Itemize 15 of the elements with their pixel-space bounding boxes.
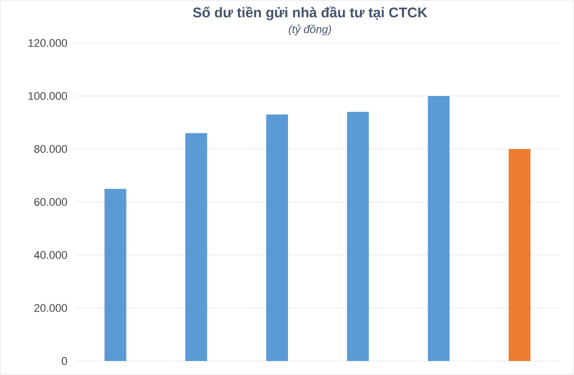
y-tick-label: 40.000 (34, 251, 68, 259)
y-tick-label: 100.000 (28, 92, 68, 100)
y-tick-label: 120.000 (28, 39, 68, 47)
y-tick-label: 20.000 (34, 304, 68, 312)
bar (185, 133, 208, 361)
y-tick-label: 80.000 (34, 145, 68, 153)
bar (508, 148, 530, 361)
y-tick-label: 0 (62, 357, 68, 365)
y-tick-label: 60.000 (34, 198, 68, 206)
bar (104, 188, 126, 361)
chart-title: Số dư tiền gửi nhà đầu tư tại CTCK (192, 6, 428, 20)
bar (347, 112, 369, 361)
bar (428, 96, 450, 361)
bar (266, 114, 288, 361)
chart-subtitle: (tỷ đồng) (288, 24, 332, 36)
